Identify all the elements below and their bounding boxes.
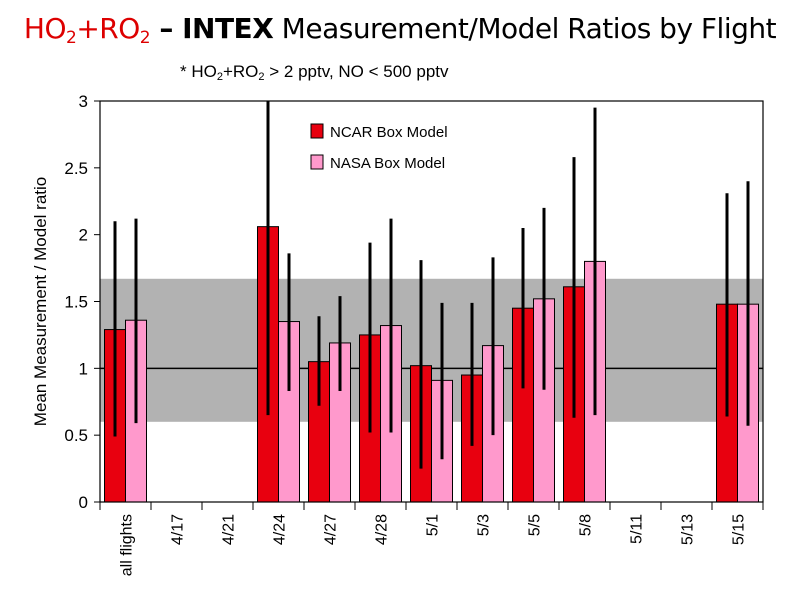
x-category-label-4: 4/27 [323,514,340,545]
x-category-label-1: 4/17 [170,514,187,545]
subtitle-part-3: > 2 pptv, NO < 500 pptv [264,62,449,81]
x-category-label-8: 5/5 [527,514,544,536]
x-category-label-5: 4/28 [374,514,391,545]
x-category-label-9: 5/8 [578,514,595,536]
y-tick-label-1: 0.5 [64,426,88,445]
legend-label-ncar: NCAR Box Model [330,124,448,141]
title-plus-ro: +RO [76,12,140,45]
title-sub-2: 2 [139,28,151,48]
y-tick-label-2: 1 [79,359,88,378]
x-category-label-12: 5/15 [731,514,748,545]
y-tick-label-3: 1.5 [64,293,88,312]
x-category-label-7: 5/3 [476,514,493,536]
legend-label-nasa: NASA Box Model [330,155,445,172]
chart-subtitle: * HO2+RO2 > 2 pptv, NO < 500 pptv [180,62,449,83]
x-category-label-11: 5/13 [680,514,697,545]
x-category-label-3: 4/24 [272,514,289,545]
title-sub-1: 2 [65,28,77,48]
title-ho: HO [23,12,67,45]
title-dash: – [150,12,183,45]
y-tick-label-5: 2.5 [64,159,88,178]
legend-swatch-nasa [310,154,324,170]
subtitle-sub-2: 2 [258,71,265,83]
y-tick-label-0: 0 [79,493,88,512]
title-intex: INTEX [182,12,274,45]
y-tick-label-4: 2 [79,226,88,245]
y-axis-title: Mean Measurement / Model ratio [31,177,50,426]
x-category-label-0: all flights [119,514,136,576]
x-category-label-10: 5/11 [629,514,646,544]
subtitle-sub-1: 2 [216,71,223,83]
legend-swatch-ncar [310,123,324,139]
x-category-label-6: 5/1 [425,514,442,536]
subtitle-part-2: +RO [222,62,259,81]
chart-title: HO2+RO2 – INTEX Measurement/Model Ratios… [0,12,800,48]
title-rest: Measurement/Model Ratios by Flight [273,12,777,45]
y-tick-label-6: 3 [79,92,88,111]
subtitle-part-1: * HO [180,62,217,81]
x-category-label-2: 4/21 [221,514,238,545]
